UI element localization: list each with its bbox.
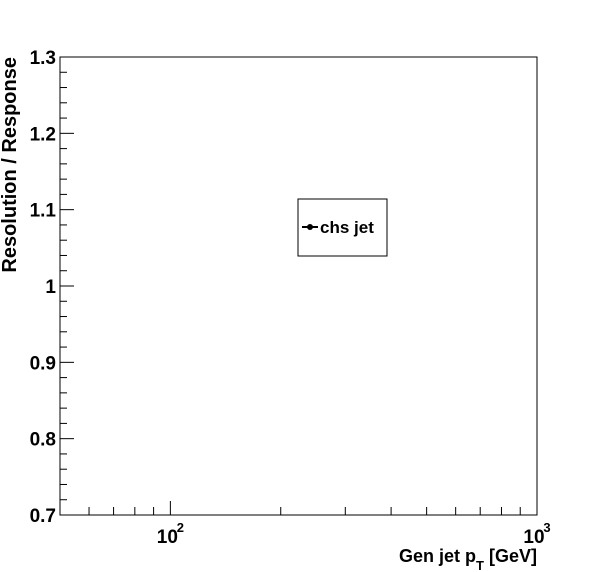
- y-tick-label: 1.3: [30, 48, 56, 69]
- y-tick-label: 0.9: [30, 353, 56, 374]
- x-axis-label-unit: [GeV]: [489, 546, 537, 566]
- x-tick-label: 10: [523, 527, 544, 548]
- y-tick-label: 1: [45, 277, 56, 298]
- x-axis-label: Gen jet pT [GeV]: [399, 546, 537, 572]
- plot-frame: [59, 56, 538, 516]
- legend: chs jet: [297, 198, 388, 257]
- y-tick-label: 1.2: [30, 124, 56, 145]
- legend-marker-point: [307, 224, 313, 230]
- x-axis-label-subscript: T: [476, 558, 484, 572]
- y-axis-label: Resolution / Response: [0, 57, 21, 273]
- y-tick-label: 1.1: [30, 201, 57, 222]
- legend-entry-label: chs jet: [320, 218, 374, 237]
- y-tick-label: 0.7: [30, 506, 56, 527]
- x-tick-label: 10: [157, 527, 178, 548]
- y-axis: 0.7 0.8 0.9 1 1.1 1.2 1.3: [30, 48, 74, 527]
- x-axis: 102 103: [59, 501, 551, 548]
- x-tick-exponent: 2: [177, 520, 184, 535]
- x-tick-exponent: 3: [543, 520, 550, 535]
- x-axis-label-main: Gen jet p: [399, 546, 476, 566]
- y-tick-label: 0.8: [30, 430, 56, 451]
